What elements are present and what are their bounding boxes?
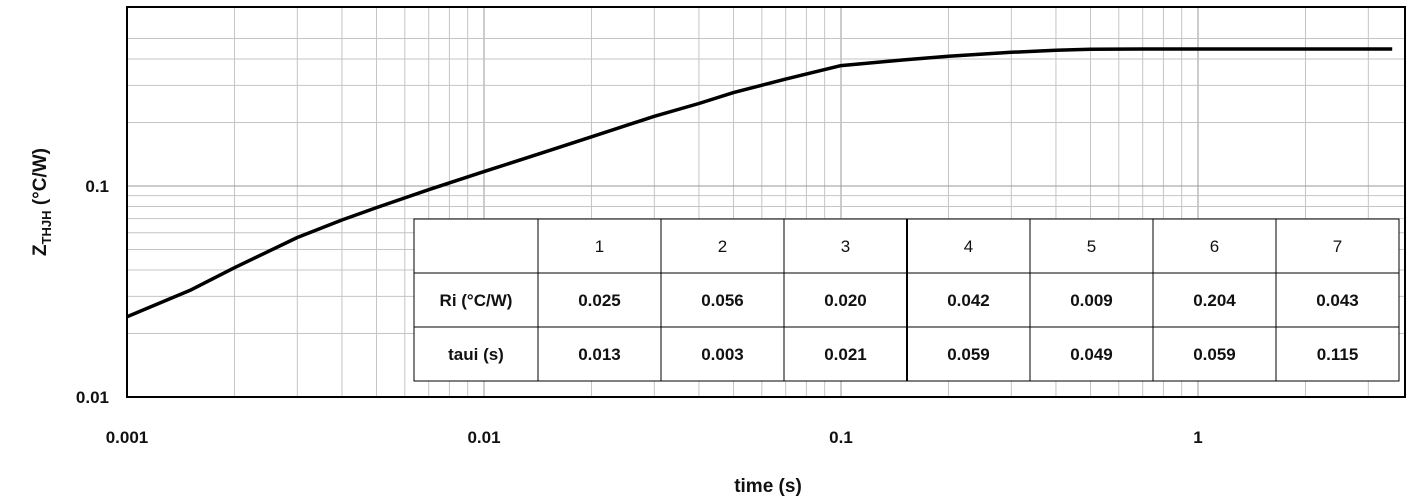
y-axis-title: ZTHJH (°C/W)	[30, 148, 54, 256]
series-layer	[126, 47, 1393, 319]
table-row-label: taui (s)	[448, 345, 504, 364]
x-tick-label: 0.001	[106, 428, 149, 447]
x-tick-label: 0.1	[829, 428, 853, 447]
parameter-table: 1 2 3 4 5 6 7 Ri (°C/W) 0.025 0.056 0.020 0.042 0.00…	[413, 218, 1400, 382]
table-cell: 0.021	[824, 345, 867, 364]
y-axis-title-unit: (°C/W)	[30, 148, 51, 210]
table-cell: 0.003	[701, 345, 744, 364]
table-cell: 0.043	[1316, 291, 1359, 310]
series-line-1	[126, 47, 1393, 319]
table-cell: 0.115	[1317, 345, 1359, 364]
table-cell: 0.020	[824, 291, 867, 310]
table-cell: 0.013	[578, 345, 621, 364]
table-cell: 0.056	[701, 291, 744, 310]
table-row-label: Ri (°C/W)	[440, 291, 513, 310]
table-cell: 0.059	[1193, 345, 1236, 364]
table-cell: 0.042	[947, 291, 990, 310]
tick-labels: 0.001 0.01 0.1 1 0.01 0.1	[76, 177, 1203, 447]
table-cell: 0.009	[1070, 291, 1113, 310]
plot-area	[126, 6, 1406, 398]
x-tick-label: 1	[1193, 428, 1202, 447]
x-axis-title: time (s)	[734, 476, 802, 497]
y-tick-label: 0.01	[76, 388, 109, 407]
table-cell: 0.049	[1070, 345, 1113, 364]
y-tick-label: 0.1	[85, 177, 109, 196]
table-header-cell: 3	[841, 237, 850, 256]
table-header-cell: 2	[718, 237, 727, 256]
table-header-cell: 6	[1210, 237, 1219, 256]
table-header-cell: 4	[964, 237, 973, 256]
y-axis-title-main: Z	[30, 244, 51, 256]
table-cell: 0.025	[578, 291, 621, 310]
table-cell: 0.204	[1193, 291, 1236, 310]
x-tick-label: 0.01	[467, 428, 500, 447]
table-cell: 0.059	[947, 345, 990, 364]
table-header-cell: 1	[595, 237, 604, 256]
table-header-cell: 7	[1333, 237, 1342, 256]
table-header-cell: 5	[1087, 237, 1096, 256]
y-axis-title-sub: THJH	[39, 210, 54, 244]
